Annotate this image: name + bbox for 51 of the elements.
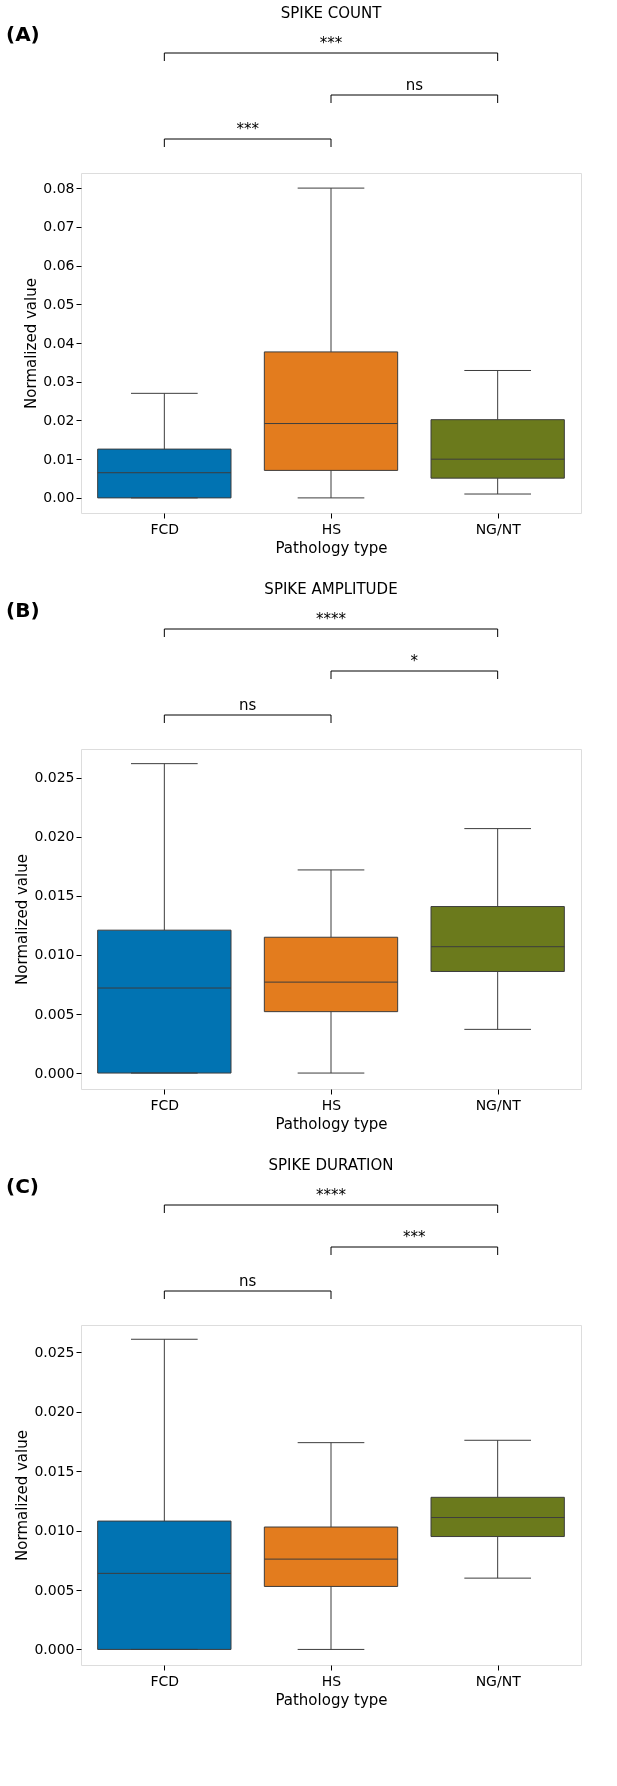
x-tick-label: NG/NT [475, 520, 522, 537]
text: (B) [6, 598, 40, 622]
text: *** [403, 1228, 427, 1246]
y-tick-label: 0.020 [34, 1403, 75, 1420]
chart-title: SPIKE DURATION [268, 1156, 394, 1174]
y-tick-label: 0.025 [34, 769, 75, 786]
text: ns [405, 76, 424, 94]
x-tick-label: FCD [150, 1096, 180, 1113]
text: **** [316, 1186, 347, 1204]
y-tick-label: 0.03 [43, 373, 75, 390]
x-tick-label: HS [321, 1096, 342, 1113]
y-tick-label: 0.02 [43, 411, 75, 428]
x-axis-title: Pathology type [275, 1114, 388, 1133]
y-tick-label: 0.010 [34, 946, 75, 963]
y-tick-label: 0.05 [43, 295, 75, 312]
x-tick-label: HS [321, 520, 342, 537]
y-tick-label: 0.005 [34, 1581, 75, 1598]
text: *** [236, 120, 260, 138]
y-tick-label: 0.015 [34, 1462, 75, 1479]
x-tick-label: NG/NT [475, 1672, 522, 1689]
text: **** [316, 610, 347, 628]
y-tick-label: 0.000 [34, 1064, 75, 1081]
y-tick-label: 0.06 [43, 257, 75, 274]
text: ns [239, 1272, 257, 1290]
x-axis-title: Pathology type [275, 538, 388, 557]
chart-title: SPIKE COUNT [280, 4, 383, 22]
y-tick-label: 0.010 [34, 1522, 75, 1539]
y-tick-label: 0.015 [34, 887, 75, 904]
x-tick-label: NG/NT [475, 1096, 522, 1113]
y-tick-label: 0.07 [43, 218, 75, 235]
text: *** [319, 34, 343, 52]
x-tick-label: HS [321, 1672, 342, 1689]
text: * [410, 652, 419, 670]
y-tick-label: 0.04 [43, 334, 75, 351]
x-tick-label: FCD [150, 1672, 180, 1689]
chart-title: SPIKE AMPLITUDE [264, 580, 398, 598]
y-tick-label: 0.08 [43, 179, 75, 196]
y-tick-label: 0.000 [34, 1640, 75, 1657]
text: (A) [6, 22, 40, 46]
y-axis-title: Normalized value [13, 854, 32, 985]
y-axis-title: Normalized value [22, 278, 41, 409]
y-tick-label: 0.00 [43, 489, 75, 506]
y-tick-label: 0.005 [34, 1005, 75, 1022]
x-tick-label: FCD [150, 520, 180, 537]
text: (C) [6, 1174, 39, 1198]
y-tick-label: 0.025 [34, 1343, 75, 1360]
y-tick-label: 0.020 [34, 828, 75, 845]
y-axis-title: Normalized value [13, 1430, 32, 1561]
text: ns [239, 696, 257, 714]
x-axis-title: Pathology type [275, 1690, 388, 1709]
y-tick-label: 0.01 [43, 450, 75, 467]
